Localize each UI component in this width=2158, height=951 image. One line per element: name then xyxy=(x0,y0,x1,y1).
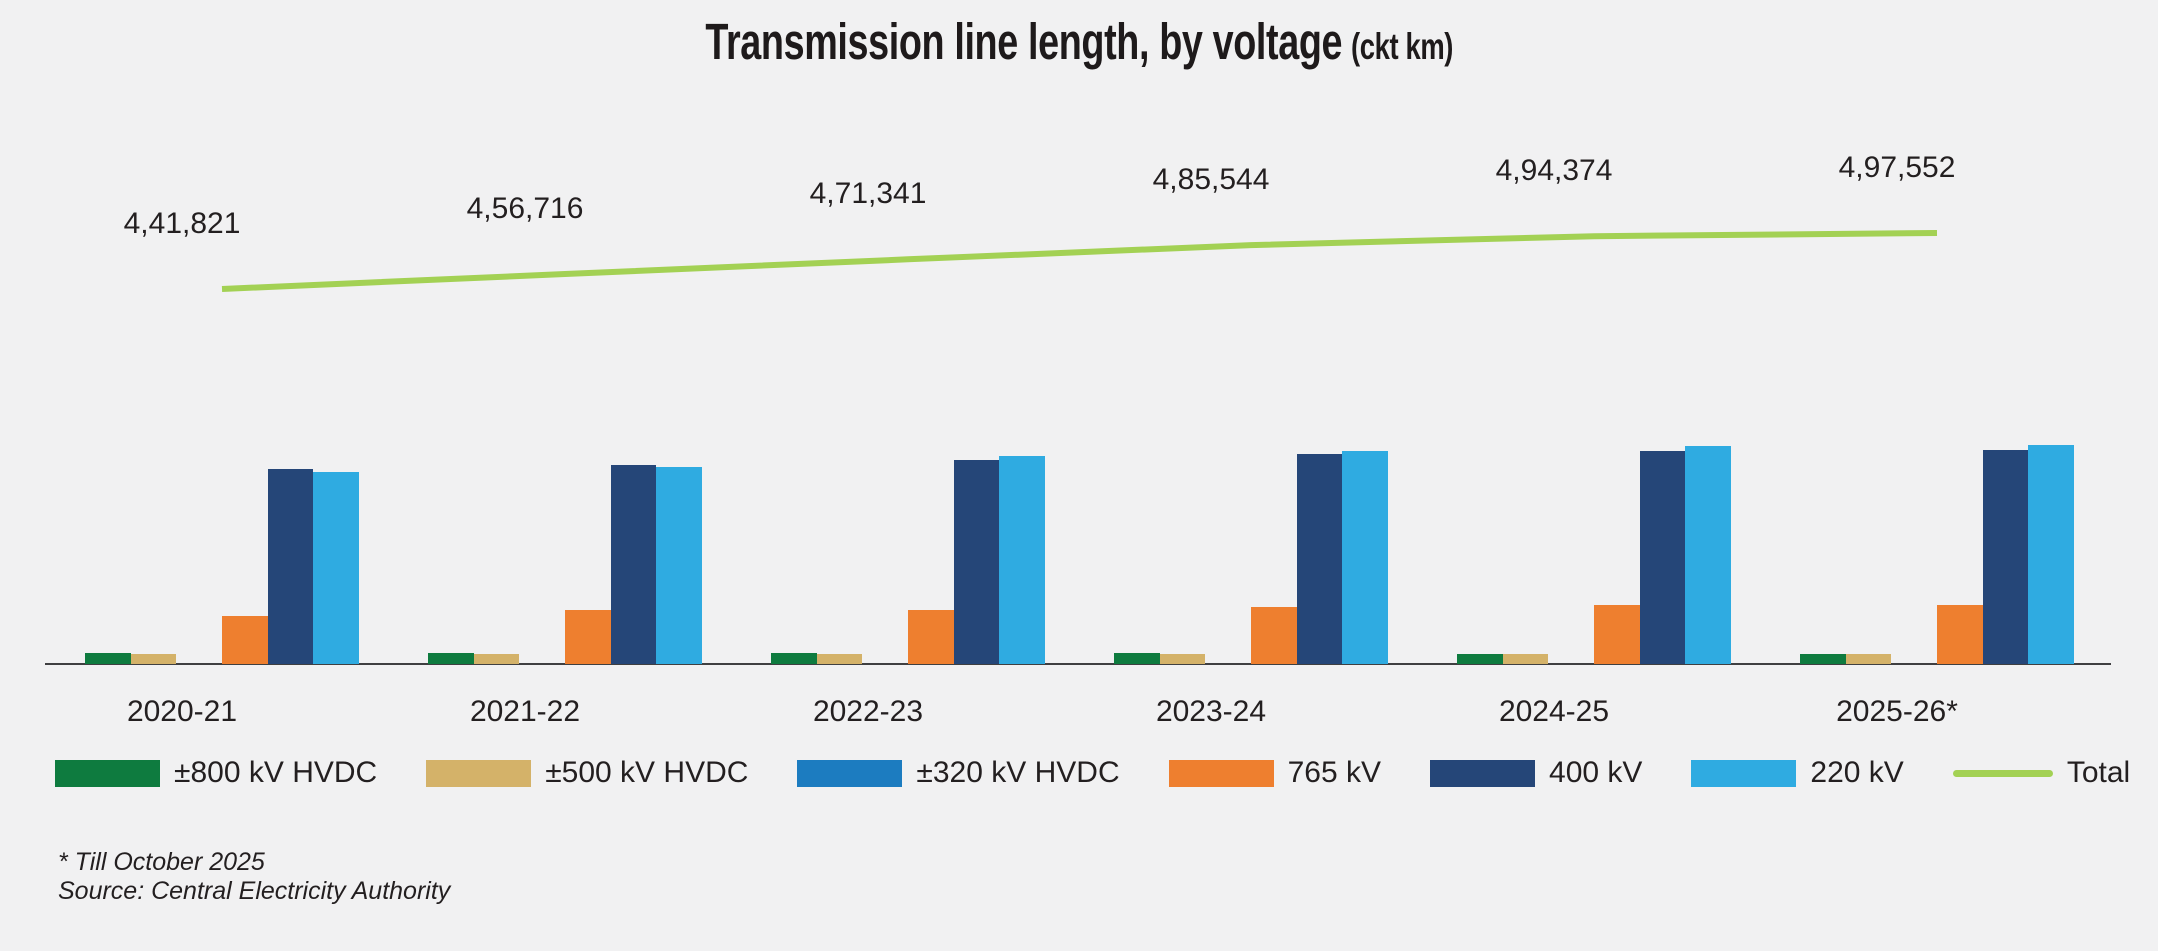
bar-220-kv-2023-24 xyxy=(1342,450,1389,664)
bar-400-kv-2024-25 xyxy=(1639,451,1686,664)
total-label-2020-21: 4,41,821 xyxy=(123,207,241,240)
legend-swatch-800-kv-hvdc xyxy=(55,759,160,787)
legend-label-800-kv-hvdc: ±800 kV HVDC xyxy=(174,756,378,789)
x-axis-label-2024-25: 2024-25 xyxy=(1498,695,1610,728)
legend-label-500-kv-hvdc: ±500 kV HVDC xyxy=(545,756,749,789)
legend-item-400-kv: 400 kV xyxy=(1430,756,1642,790)
legend-swatch-400-kv xyxy=(1430,759,1536,787)
legend-label-220-kv: 220 kV xyxy=(1810,756,1904,789)
x-axis-label-2023-24: 2023-24 xyxy=(1155,695,1267,728)
bar-765-kv-2023-24 xyxy=(1251,607,1297,664)
total-label-2024-25: 4,94,374 xyxy=(1495,154,1613,188)
legend-swatch-220-kv xyxy=(1691,759,1797,787)
legend-label-320-kv-hvdc: ±320 kV HVDC xyxy=(916,756,1120,789)
bar-765-kv-2022-23 xyxy=(908,609,954,664)
x-axis-label-2022-23: 2022-23 xyxy=(812,695,924,728)
x-axis-label-2021-22: 2021-22 xyxy=(469,695,581,728)
legend-item-320-kv-hvdc: ±320 kV HVDC xyxy=(797,756,1120,790)
total-label-2025-26: 4,97,552 xyxy=(1838,151,1956,184)
bar-800-kv-hvdc-2025-26 xyxy=(1799,653,1846,664)
legend-label-765-kv: 765 kV xyxy=(1287,756,1382,789)
legend: ±800 kV HVDC ±500 kV HVDC ±320 kV HVDC 765 … xyxy=(55,756,2130,790)
bar-500-kv-hvdc-2024-25 xyxy=(1502,654,1549,664)
bar-400-kv-2021-22 xyxy=(610,464,657,664)
legend-swatch-765-kv xyxy=(1168,759,1274,787)
bar-765-kv-2021-22 xyxy=(565,610,611,664)
x-axis-label-2025-26: 2025-26* xyxy=(1836,695,1958,728)
bar-220-kv-2021-22 xyxy=(656,466,703,664)
legend-item-220-kv: 220 kV xyxy=(1691,756,1904,790)
total-label-2021-22: 4,56,716 xyxy=(466,192,584,226)
bar-500-kv-hvdc-2022-23 xyxy=(816,654,863,664)
bar-765-kv-2020-21 xyxy=(222,616,268,664)
legend-item-500-kv-hvdc: ±500 kV HVDC xyxy=(426,756,748,790)
total-label-2023-24: 4,85,544 xyxy=(1152,163,1270,197)
total-line xyxy=(221,230,1938,292)
bar-220-kv-2022-23 xyxy=(999,456,1046,664)
bar-765-kv-2025-26 xyxy=(1937,604,1983,664)
bar-220-kv-2024-25 xyxy=(1685,446,1732,664)
bar-800-kv-hvdc-2023-24 xyxy=(1113,653,1160,664)
bar-800-kv-hvdc-2024-25 xyxy=(1456,653,1503,664)
bar-500-kv-hvdc-2021-22 xyxy=(473,654,520,664)
bar-500-kv-hvdc-2025-26 xyxy=(1845,654,1892,664)
footnote-asterisk: * Till October 2025 xyxy=(58,848,265,876)
chart-title-wrap: Transmission line length, by voltage (ckt… xyxy=(0,12,2158,71)
bar-800-kv-hvdc-2020-21 xyxy=(84,653,131,664)
legend-item-800-kv-hvdc: ±800 kV HVDC xyxy=(55,756,377,790)
bar-400-kv-2020-21 xyxy=(267,468,314,664)
bar-400-kv-2023-24 xyxy=(1296,454,1343,664)
bar-400-kv-2022-23 xyxy=(953,460,1000,664)
legend-item-total: Total xyxy=(1952,756,2131,790)
x-axis-line xyxy=(45,663,2111,665)
bar-800-kv-hvdc-2021-22 xyxy=(427,653,474,664)
legend-swatch-500-kv-hvdc xyxy=(426,759,532,787)
legend-item-765-kv: 765 kV xyxy=(1168,756,1382,790)
chart-title-text: Transmission line length, by voltage xyxy=(705,13,1342,70)
bar-220-kv-2020-21 xyxy=(313,472,360,664)
chart-title: Transmission line length, by voltage (ckt… xyxy=(705,12,1453,71)
bar-500-kv-hvdc-2023-24 xyxy=(1159,654,1206,664)
legend-swatch-320-kv-hvdc xyxy=(797,759,903,787)
x-axis-label-2020-21: 2020-21 xyxy=(126,695,238,728)
bar-800-kv-hvdc-2022-23 xyxy=(770,653,817,664)
legend-label-total: Total xyxy=(2066,756,2131,789)
bar-765-kv-2024-25 xyxy=(1594,605,1640,664)
chart-title-unit: (ckt km) xyxy=(1350,26,1453,67)
bar-220-kv-2025-26 xyxy=(2028,444,2075,664)
bar-500-kv-hvdc-2020-21 xyxy=(130,654,177,664)
total-label-2022-23: 4,71,341 xyxy=(809,177,927,211)
bar-400-kv-2025-26 xyxy=(1982,449,2029,664)
legend-label-400-kv: 400 kV xyxy=(1549,756,1643,789)
footnotes: * Till October 2025 Source: Central Elec… xyxy=(58,848,450,906)
footnote-source: Source: Central Electricity Authority xyxy=(58,877,451,905)
legend-swatch-total xyxy=(1952,769,2053,777)
